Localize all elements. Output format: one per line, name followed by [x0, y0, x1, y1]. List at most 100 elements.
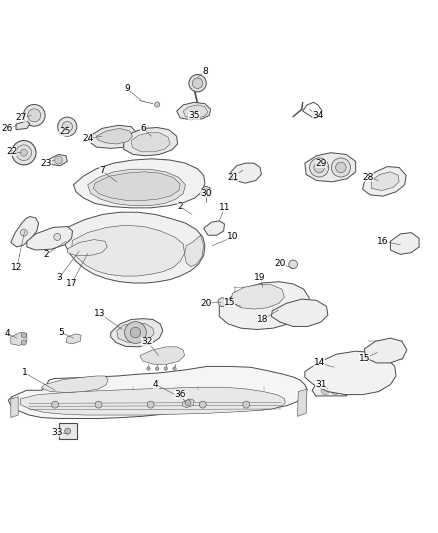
Circle shape — [95, 401, 102, 408]
Circle shape — [192, 78, 203, 88]
Text: 31: 31 — [315, 380, 327, 389]
Circle shape — [164, 367, 168, 370]
Polygon shape — [41, 376, 108, 392]
Polygon shape — [73, 159, 205, 208]
Circle shape — [147, 367, 150, 370]
Text: 28: 28 — [362, 173, 374, 182]
Polygon shape — [182, 399, 194, 408]
Polygon shape — [88, 169, 185, 206]
Text: 4: 4 — [153, 380, 159, 389]
Circle shape — [65, 428, 71, 434]
Text: 29: 29 — [315, 159, 327, 168]
Circle shape — [218, 298, 226, 306]
Polygon shape — [363, 167, 406, 196]
Polygon shape — [305, 153, 356, 182]
Circle shape — [321, 386, 329, 394]
Circle shape — [155, 367, 159, 370]
Text: 27: 27 — [15, 114, 27, 123]
Text: 3: 3 — [57, 273, 62, 282]
Polygon shape — [140, 347, 184, 364]
Polygon shape — [11, 216, 39, 247]
Text: 18: 18 — [257, 315, 268, 324]
Polygon shape — [177, 102, 211, 120]
Circle shape — [155, 102, 160, 107]
Circle shape — [54, 233, 61, 240]
Text: 11: 11 — [219, 204, 230, 212]
Text: 6: 6 — [140, 124, 146, 133]
Polygon shape — [66, 334, 81, 344]
Polygon shape — [390, 232, 419, 254]
Circle shape — [20, 149, 27, 156]
Polygon shape — [117, 323, 154, 343]
Polygon shape — [11, 333, 27, 345]
Polygon shape — [71, 225, 184, 276]
Text: 4: 4 — [4, 329, 10, 338]
Text: 15: 15 — [359, 354, 370, 363]
Polygon shape — [371, 172, 399, 190]
Polygon shape — [111, 319, 163, 347]
Text: 23: 23 — [41, 159, 52, 168]
Text: 26: 26 — [2, 124, 13, 133]
Text: 35: 35 — [188, 111, 200, 120]
Circle shape — [58, 117, 77, 136]
Circle shape — [314, 162, 325, 173]
Circle shape — [28, 109, 41, 122]
Text: 21: 21 — [227, 173, 239, 182]
Polygon shape — [184, 235, 204, 266]
Polygon shape — [16, 121, 30, 130]
Polygon shape — [297, 389, 307, 416]
Polygon shape — [8, 366, 307, 418]
Circle shape — [124, 321, 146, 343]
Circle shape — [310, 158, 329, 177]
Circle shape — [189, 75, 206, 92]
Polygon shape — [27, 227, 72, 250]
Text: 19: 19 — [254, 273, 266, 282]
Polygon shape — [53, 212, 205, 283]
Text: 2: 2 — [177, 202, 183, 211]
Text: 36: 36 — [174, 390, 186, 399]
Polygon shape — [204, 221, 225, 235]
Text: 16: 16 — [377, 237, 389, 246]
Text: 20: 20 — [201, 299, 212, 308]
Text: 15: 15 — [224, 297, 236, 306]
Text: 10: 10 — [227, 232, 239, 241]
Text: 20: 20 — [274, 259, 286, 268]
Circle shape — [20, 229, 27, 236]
Text: 12: 12 — [11, 263, 23, 272]
Polygon shape — [305, 351, 396, 394]
Polygon shape — [230, 163, 261, 183]
Text: 24: 24 — [82, 134, 93, 143]
Circle shape — [21, 340, 26, 345]
Polygon shape — [219, 282, 309, 329]
Circle shape — [331, 386, 339, 394]
Polygon shape — [312, 385, 350, 396]
Text: 5: 5 — [59, 328, 64, 337]
Circle shape — [52, 401, 59, 408]
Polygon shape — [346, 382, 354, 396]
Polygon shape — [50, 155, 67, 166]
Text: 17: 17 — [66, 279, 78, 288]
Text: 7: 7 — [99, 166, 105, 175]
Text: 8: 8 — [202, 67, 208, 76]
Polygon shape — [11, 397, 18, 418]
Circle shape — [173, 367, 176, 370]
Polygon shape — [89, 125, 137, 148]
Text: 2: 2 — [44, 250, 49, 259]
Circle shape — [199, 401, 206, 408]
Circle shape — [21, 333, 26, 338]
Text: 22: 22 — [6, 147, 17, 156]
Circle shape — [185, 400, 191, 406]
Polygon shape — [93, 172, 180, 200]
Polygon shape — [96, 128, 132, 144]
Circle shape — [331, 158, 350, 177]
Text: 33: 33 — [52, 428, 63, 437]
Text: 34: 34 — [312, 111, 324, 120]
Circle shape — [12, 141, 36, 165]
Circle shape — [147, 401, 154, 408]
Polygon shape — [124, 127, 177, 156]
Circle shape — [336, 162, 346, 173]
Text: 1: 1 — [22, 368, 28, 377]
FancyBboxPatch shape — [59, 423, 77, 439]
Text: 30: 30 — [201, 189, 212, 198]
Text: 9: 9 — [124, 84, 130, 93]
